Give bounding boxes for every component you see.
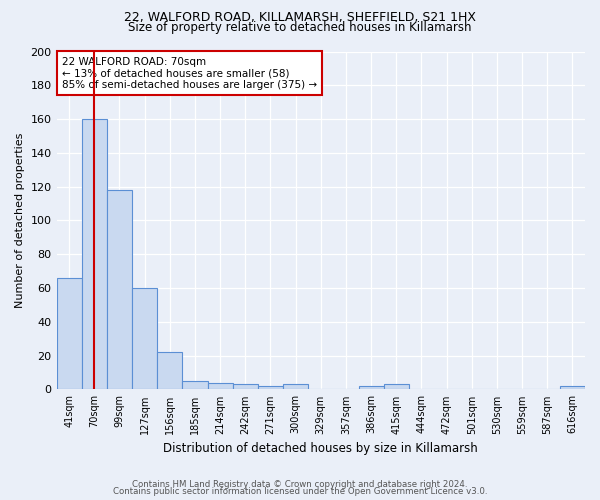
Bar xyxy=(233,384,258,390)
Bar xyxy=(560,386,585,390)
Bar xyxy=(132,288,157,390)
Text: 22 WALFORD ROAD: 70sqm
← 13% of detached houses are smaller (58)
85% of semi-det: 22 WALFORD ROAD: 70sqm ← 13% of detached… xyxy=(62,56,317,90)
Bar xyxy=(383,384,409,390)
Bar xyxy=(82,119,107,390)
Text: Contains HM Land Registry data © Crown copyright and database right 2024.: Contains HM Land Registry data © Crown c… xyxy=(132,480,468,489)
Bar xyxy=(182,381,208,390)
Bar xyxy=(157,352,182,390)
Bar xyxy=(208,382,233,390)
Bar xyxy=(283,384,308,390)
Text: Size of property relative to detached houses in Killamarsh: Size of property relative to detached ho… xyxy=(128,22,472,35)
Text: Contains public sector information licensed under the Open Government Licence v3: Contains public sector information licen… xyxy=(113,487,487,496)
Bar xyxy=(359,386,383,390)
Bar xyxy=(56,278,82,390)
Y-axis label: Number of detached properties: Number of detached properties xyxy=(15,133,25,308)
Bar xyxy=(107,190,132,390)
Text: 22, WALFORD ROAD, KILLAMARSH, SHEFFIELD, S21 1HX: 22, WALFORD ROAD, KILLAMARSH, SHEFFIELD,… xyxy=(124,11,476,24)
Bar xyxy=(258,386,283,390)
X-axis label: Distribution of detached houses by size in Killamarsh: Distribution of detached houses by size … xyxy=(163,442,478,455)
